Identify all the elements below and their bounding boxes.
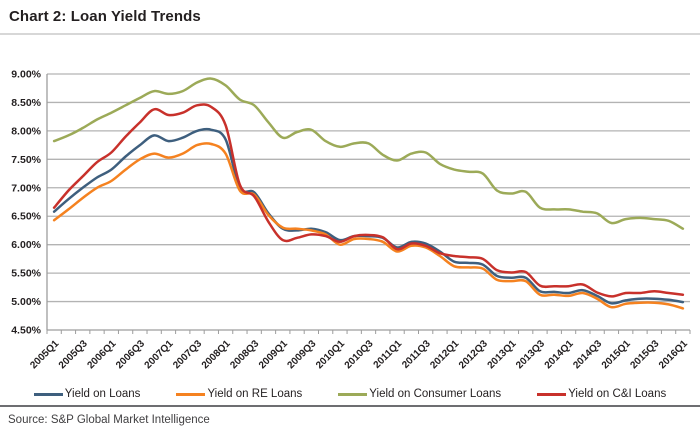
x-axis-label: 2014Q1 — [543, 338, 576, 371]
x-axis-label: 2007Q1 — [143, 338, 176, 371]
legend-line-swatch — [176, 392, 206, 396]
x-axis-label: 2010Q1 — [314, 338, 347, 371]
x-axis-label: 2009Q3 — [286, 338, 319, 371]
legend-label: Yield on RE Loans — [207, 388, 303, 400]
x-axis-label: 2008Q3 — [228, 338, 261, 371]
chart-area: 9.00% 8.50% 8.00% 7.50% 7.00% 6.50% 6.00% 5.50%… — [0, 35, 700, 385]
x-axis-label: 2005Q3 — [57, 338, 90, 371]
legend-item-yield-on-loans: Yield on Loans — [33, 388, 141, 400]
legend-item-yield-on-re-loans: Yield on RE Loans — [176, 388, 302, 400]
legend-item-yield-on-c-i-loans: Yield on C&I Loans — [537, 388, 666, 400]
x-axis-label: 2013Q1 — [486, 338, 519, 371]
x-axis-label: 2016Q1 — [657, 338, 690, 371]
legend-line-swatch — [33, 392, 63, 396]
chart-header: Chart 2: Loan Yield Trends — [0, 0, 700, 33]
x-axis-label: 2013Q3 — [514, 338, 547, 371]
x-axis-label: 2015Q3 — [628, 338, 661, 371]
page-title: Chart 2: Loan Yield Trends — [9, 8, 201, 25]
y-axis-label: 7.00% — [11, 182, 41, 194]
y-axis-label: 5.50% — [11, 268, 41, 280]
legend-label: Yield on C&I Loans — [568, 388, 667, 400]
y-axis-label: 8.50% — [11, 97, 41, 109]
x-axis-label: 2005Q1 — [28, 338, 61, 371]
legend-label: Yield on Loans — [64, 388, 141, 400]
legend-line-swatch — [338, 392, 368, 396]
chart-legend: Yield on Loans Yield on RE Loans Yield on … — [0, 385, 700, 403]
x-axis-label: 2011Q3 — [400, 338, 433, 371]
x-axis-label: 2008Q1 — [200, 338, 233, 371]
legend-label: Yield on Consumer Loans — [369, 388, 502, 400]
x-axis-label: 2010Q3 — [343, 338, 376, 371]
x-axis-label: 2011Q1 — [372, 338, 405, 371]
series-line-yield-on-consumer-loans — [52, 77, 685, 230]
x-axis-label: 2014Q3 — [571, 338, 604, 371]
legend-item-yield-on-consumer-loans: Yield on Consumer Loans — [338, 388, 501, 400]
y-axis-label: 5.00% — [11, 296, 41, 308]
legend-line-swatch — [537, 392, 567, 396]
x-axis-label: 2015Q1 — [600, 338, 633, 371]
y-axis-label: 6.00% — [11, 239, 41, 251]
x-axis-label: 2006Q3 — [114, 338, 147, 371]
x-axis-label: 2009Q1 — [257, 338, 290, 371]
x-axis-label: 2012Q3 — [457, 338, 490, 371]
y-axis-label: 4.50% — [11, 325, 41, 337]
footer-divider — [0, 405, 700, 407]
x-axis-label: 2007Q3 — [171, 338, 204, 371]
title-divider — [0, 33, 700, 35]
y-axis-label: 6.50% — [11, 211, 41, 223]
x-axis-label: 2012Q1 — [428, 338, 461, 371]
x-axis-label: 2006Q1 — [85, 338, 118, 371]
line-chart: 9.00% 8.50% 8.00% 7.50% 7.00% 6.50% 6.00% 5.50%… — [11, 69, 691, 371]
y-axis-label: 9.00% — [11, 69, 41, 81]
source-text: Source: S&P Global Market Intelligence — [8, 414, 210, 426]
series-line-yield-on-c-i-loans — [52, 103, 685, 298]
series-line-yield-on-re-loans — [52, 142, 685, 310]
y-axis-label: 7.50% — [11, 154, 41, 166]
y-axis-label: 8.00% — [11, 125, 41, 137]
